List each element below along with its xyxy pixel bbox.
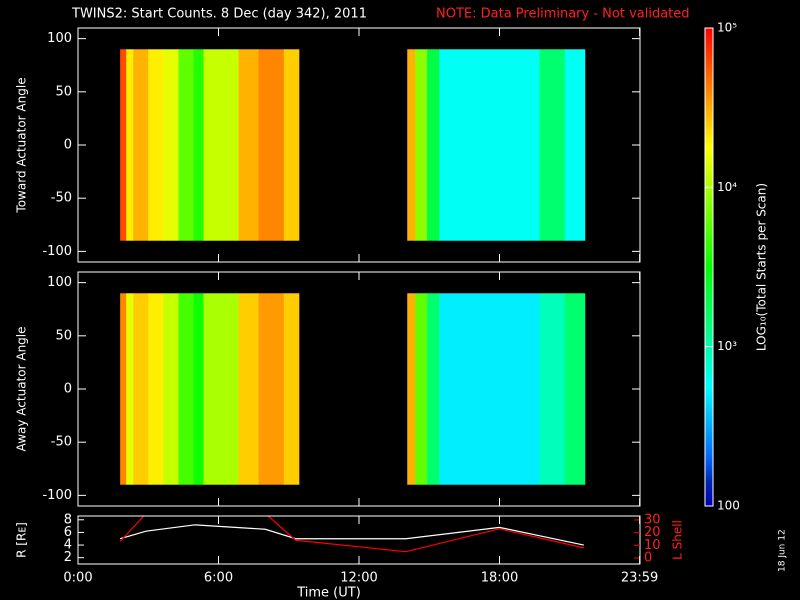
y-axis-label: Away Actuator Angle <box>15 326 29 451</box>
y-axis-label: R [Rᴇ] <box>15 522 29 558</box>
heat-cell <box>564 293 586 485</box>
y-tick-label: 6 <box>64 525 72 540</box>
stamp: 18 Jun 12 <box>778 529 788 572</box>
y-tick-label: 50 <box>55 84 72 99</box>
heat-cell <box>148 293 164 485</box>
heat-cell <box>283 49 300 241</box>
heat-cell <box>564 49 586 241</box>
y2-tick-label: 20 <box>644 525 661 540</box>
heat-cell <box>407 49 416 241</box>
colorbar-tick-label: 10⁵ <box>717 21 737 35</box>
heat-cell <box>539 293 566 485</box>
heat-cell <box>539 49 566 241</box>
colorbar-tick-label: 10³ <box>717 339 737 353</box>
series-line <box>119 516 584 553</box>
heat-cell <box>439 49 541 241</box>
note: NOTE: Data Preliminary - Not validated <box>436 7 690 22</box>
heat-cell <box>126 49 134 241</box>
y2-tick-label: 30 <box>644 512 661 527</box>
heat-cell <box>148 49 164 241</box>
colorbar-label: LOG₁₀(Total Starts per Scan) <box>755 183 769 351</box>
heat-cell <box>163 49 179 241</box>
heat-cell <box>133 293 149 485</box>
y-tick-label: -50 <box>51 191 72 206</box>
heat-cell <box>238 49 260 241</box>
heat-cell <box>407 293 416 485</box>
y-axis-label: Toward Actuator Angle <box>15 77 29 213</box>
y-tick-label: 100 <box>47 31 72 46</box>
heat-cell <box>193 49 205 241</box>
heat-cell <box>415 293 428 485</box>
colorbar-tick-label: 10⁴ <box>717 180 737 194</box>
y-tick-label: -100 <box>42 488 72 503</box>
heat-cell <box>193 293 205 485</box>
y-tick-label: 0 <box>64 138 72 153</box>
heat-cell <box>178 293 194 485</box>
heat-cell <box>258 49 285 241</box>
heat-cell <box>439 293 541 485</box>
x-tick-label: 18:00 <box>481 571 518 586</box>
colorbar-tick-label: 100 <box>717 499 740 513</box>
heat-cell <box>427 49 440 241</box>
heat-cell <box>120 293 127 485</box>
heat-cell <box>238 293 260 485</box>
heat-cell <box>258 293 285 485</box>
x-tick-label: 6:00 <box>204 571 233 586</box>
y-tick-label: -100 <box>42 244 72 259</box>
heat-cell <box>283 293 300 485</box>
y-tick-label: 0 <box>64 382 72 397</box>
y-tick-label: 4 <box>64 538 72 553</box>
x-axis-label: Time (UT) <box>296 586 361 600</box>
x-tick-label: 12:00 <box>340 571 377 586</box>
y2-axis-label: L Shell <box>671 520 685 560</box>
y-tick-label: -50 <box>51 435 72 450</box>
y2-tick-label: 0 <box>644 551 652 566</box>
heat-cell <box>133 49 149 241</box>
heat-cell <box>203 49 240 241</box>
heat-cell <box>163 293 179 485</box>
y-tick-label: 8 <box>64 512 72 527</box>
x-tick-label: 0:00 <box>63 571 92 586</box>
y2-tick-label: 10 <box>644 538 661 553</box>
y-tick-label: 2 <box>64 550 72 565</box>
heat-cell <box>415 49 428 241</box>
heat-cell <box>120 49 127 241</box>
heat-cell <box>126 293 134 485</box>
y-tick-label: 100 <box>47 275 72 290</box>
heat-cell <box>427 293 440 485</box>
heat-cell <box>178 49 194 241</box>
heat-cell <box>203 293 240 485</box>
series-line <box>119 524 584 546</box>
x-tick-label: 23:59 <box>621 571 658 586</box>
title: TWINS2: Start Counts. 8 Dec (day 342), 2… <box>71 7 367 22</box>
y-tick-label: 50 <box>55 328 72 343</box>
colorbar <box>704 27 714 507</box>
